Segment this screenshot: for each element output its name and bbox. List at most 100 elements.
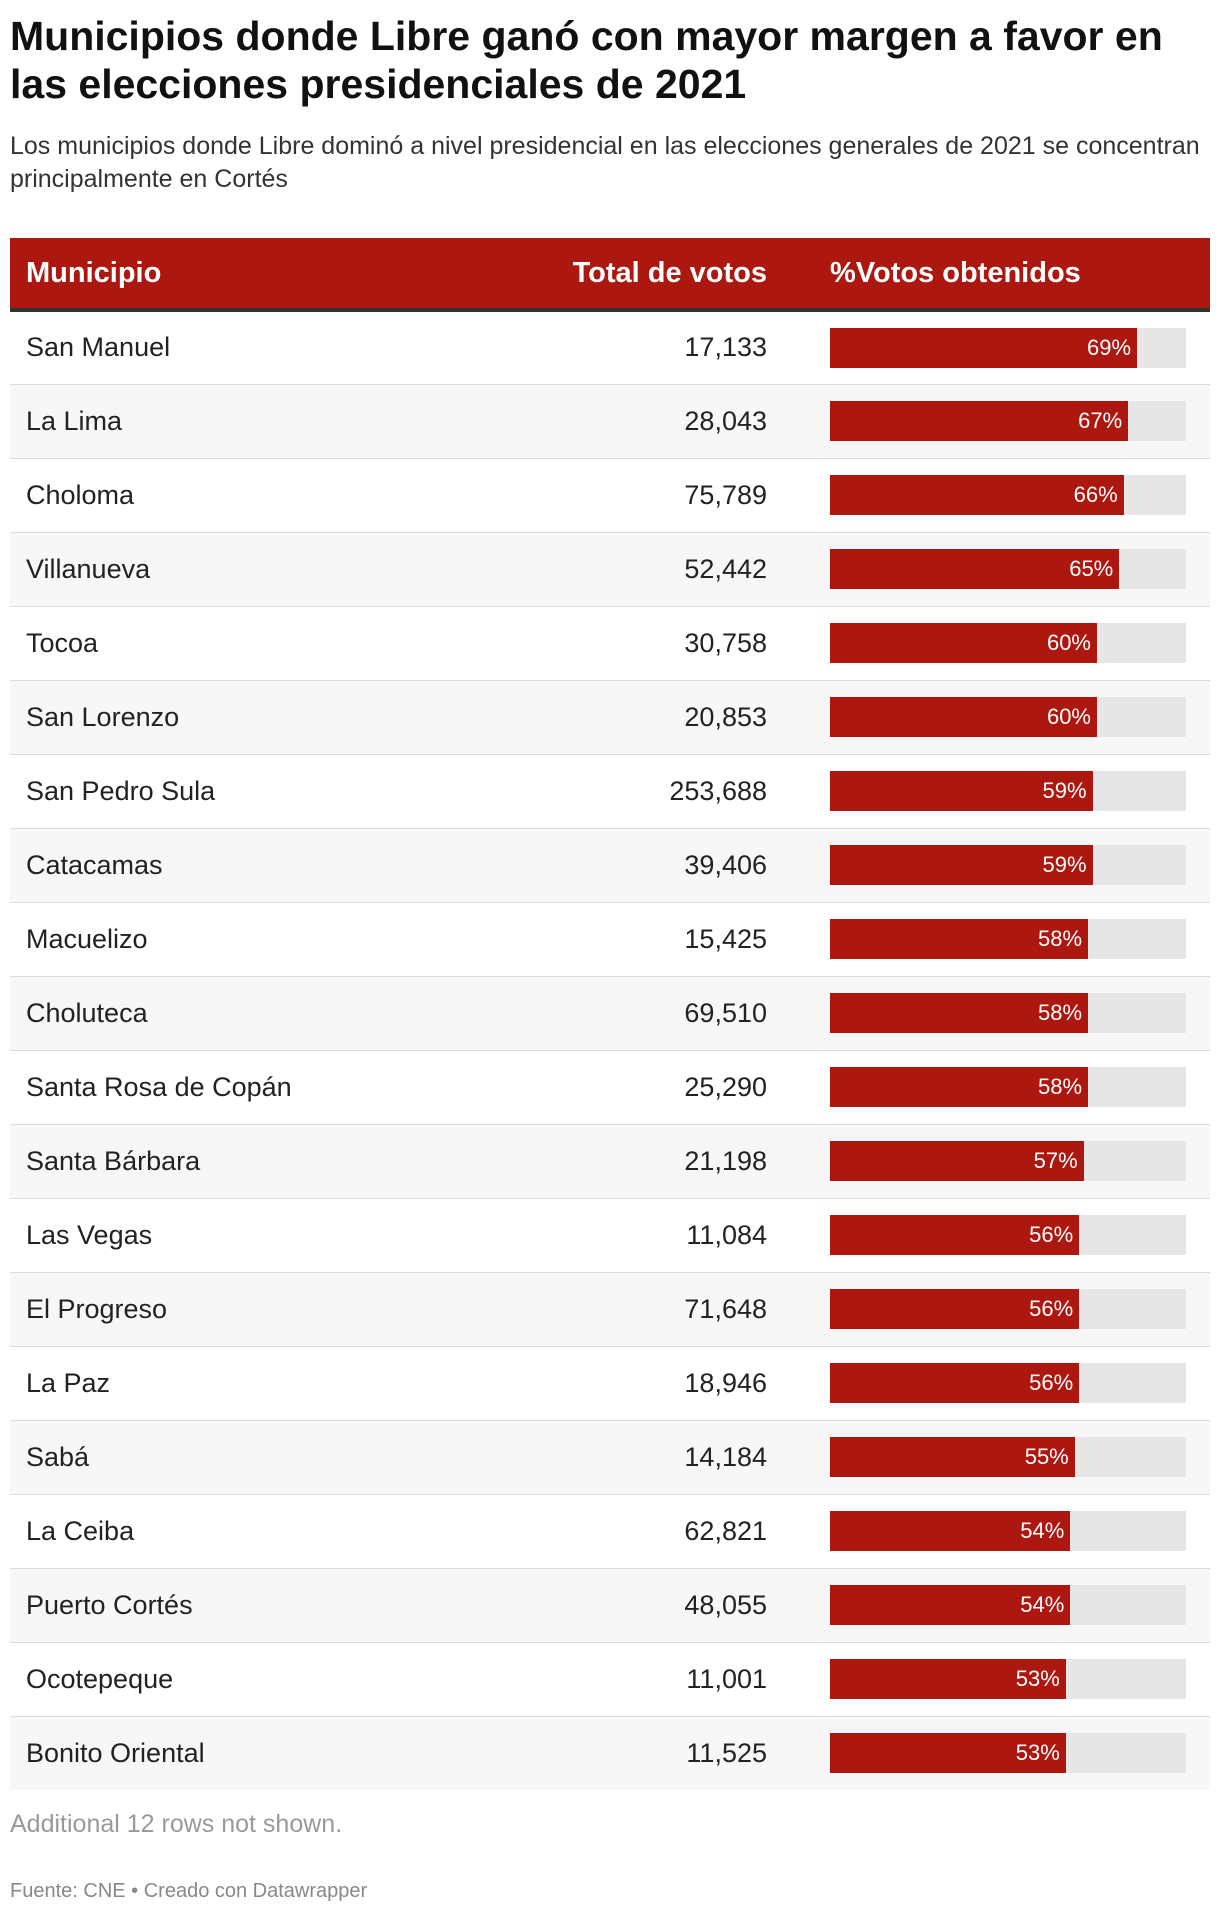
cell-total-votos: 20,853 xyxy=(684,701,767,732)
cell-pct-votos: 57% xyxy=(767,1124,1210,1198)
bar-value-label: 60% xyxy=(1046,630,1091,655)
bar-value-label: 56% xyxy=(1029,1370,1074,1395)
bar-value-label: 54% xyxy=(1020,1592,1065,1617)
bar-track: 53% xyxy=(830,1659,1186,1699)
bar-value-label: 69% xyxy=(1087,334,1132,360)
table-row: La Ceiba 62,821 54% xyxy=(10,1494,1210,1568)
cell-pct-votos: 69% xyxy=(767,310,1210,384)
table-row: San Lorenzo 20,853 60% xyxy=(10,680,1210,754)
bar-fill: 58% xyxy=(830,1067,1089,1107)
header-pct-votos[interactable]: %Votos obtenidos xyxy=(767,238,1210,312)
cell-municipio: Bonito Oriental xyxy=(26,1737,205,1768)
chart-subtitle: Los municipios donde Libre dominó a nive… xyxy=(10,132,1200,193)
cell-municipio: Choloma xyxy=(26,479,135,510)
cell-total-votos: 28,043 xyxy=(684,405,767,436)
chart-title: Municipios donde Libre ganó con mayor ma… xyxy=(10,13,1163,107)
source-footer: Fuente: CNE • Creado con Datawrapper xyxy=(10,1880,368,1902)
bar-track: 54% xyxy=(830,1585,1186,1625)
cell-total-votos: 11,525 xyxy=(686,1737,767,1768)
table-row: El Progreso 71,648 56% xyxy=(10,1272,1210,1346)
bar-value-label: 58% xyxy=(1038,1074,1083,1099)
bar-track: 59% xyxy=(830,771,1186,811)
cell-total-votos: 25,290 xyxy=(684,1071,767,1102)
cell-total-votos: 14,184 xyxy=(684,1441,767,1472)
bar-track: 67% xyxy=(830,401,1186,441)
cell-municipio: El Progreso xyxy=(26,1293,168,1324)
bar-value-label: 53% xyxy=(1015,1740,1060,1766)
table-row: La Paz 18,946 56% xyxy=(10,1346,1210,1420)
cell-pct-votos: 53% xyxy=(767,1642,1210,1716)
bar-fill: 57% xyxy=(830,1141,1084,1181)
bar-track: 66% xyxy=(830,475,1186,515)
bar-value-label: 58% xyxy=(1038,1000,1083,1025)
bar-value-label: 58% xyxy=(1038,926,1083,951)
bar-fill: 56% xyxy=(830,1289,1080,1329)
bar-value-label: 60% xyxy=(1046,704,1091,729)
cell-total-votos: 11,084 xyxy=(686,1219,767,1250)
header-total-votos[interactable]: Total de votos xyxy=(525,238,767,312)
table-row: Tocoa 30,758 60% xyxy=(10,606,1210,680)
table-row: Bonito Oriental 11,525 53% xyxy=(10,1716,1210,1790)
bar-fill: 66% xyxy=(830,475,1124,515)
table-row: Villanueva 52,442 65% xyxy=(10,532,1210,606)
cell-total-votos: 48,055 xyxy=(684,1589,767,1620)
table-row: San Manuel 17,133 69% xyxy=(10,310,1210,384)
bar-track: 69% xyxy=(830,327,1186,368)
cell-municipio: Choluteca xyxy=(26,997,148,1028)
bar-value-label: 65% xyxy=(1069,556,1114,581)
bar-fill: 53% xyxy=(830,1659,1066,1699)
bar-fill: 65% xyxy=(830,549,1120,589)
bar-fill: 53% xyxy=(830,1733,1066,1774)
bar-fill: 58% xyxy=(830,993,1089,1033)
bar-value-label: 66% xyxy=(1073,482,1118,507)
header-municipio[interactable]: Municipio xyxy=(10,238,525,312)
table-body: San Manuel 17,133 69% La Lima 28,043 67% Cholo… xyxy=(10,310,1210,1790)
cell-pct-votos: 56% xyxy=(767,1272,1210,1346)
cell-pct-votos: 54% xyxy=(767,1494,1210,1568)
bar-track: 55% xyxy=(830,1437,1186,1477)
cell-pct-votos: 60% xyxy=(767,606,1210,680)
cell-municipio: Catacamas xyxy=(26,849,163,880)
cell-pct-votos: 58% xyxy=(767,1050,1210,1124)
cell-municipio: Ocotepeque xyxy=(26,1663,174,1694)
cell-pct-votos: 60% xyxy=(767,680,1210,754)
table-header-row: Municipio Total de votos %Votos obtenido… xyxy=(10,238,1210,312)
cell-total-votos: 11,001 xyxy=(686,1663,767,1694)
cell-pct-votos: 55% xyxy=(767,1420,1210,1494)
cell-pct-votos: 59% xyxy=(767,754,1210,828)
bar-fill: 58% xyxy=(830,919,1089,959)
bar-value-label: 53% xyxy=(1015,1666,1060,1691)
bar-track: 58% xyxy=(830,919,1186,959)
table-row: Las Vegas 11,084 56% xyxy=(10,1198,1210,1272)
bar-fill: 59% xyxy=(830,845,1093,885)
cell-pct-votos: 56% xyxy=(767,1198,1210,1272)
cell-municipio: Tocoa xyxy=(26,627,99,658)
results-table: Municipio Total de votos %Votos obtenido… xyxy=(10,238,1210,1790)
bar-fill: 56% xyxy=(830,1215,1080,1255)
cell-total-votos: 69,510 xyxy=(684,997,767,1028)
cell-pct-votos: 59% xyxy=(767,828,1210,902)
table-row: Choluteca 69,510 58% xyxy=(10,976,1210,1050)
cell-municipio: San Pedro Sula xyxy=(26,775,216,806)
bar-fill: 55% xyxy=(830,1437,1075,1477)
bar-track: 57% xyxy=(830,1141,1186,1181)
rows-not-shown-note: Additional 12 rows not shown. xyxy=(10,1810,343,1838)
cell-total-votos: 253,688 xyxy=(669,775,767,806)
table-row: Puerto Cortés 48,055 54% xyxy=(10,1568,1210,1642)
bar-track: 56% xyxy=(830,1215,1186,1255)
table-row: Choloma 75,789 66% xyxy=(10,458,1210,532)
cell-total-votos: 39,406 xyxy=(684,849,767,880)
table-row: San Pedro Sula 253,688 59% xyxy=(10,754,1210,828)
cell-municipio: San Manuel xyxy=(26,332,171,363)
bar-track: 54% xyxy=(830,1511,1186,1551)
table-row: Santa Rosa de Copán 25,290 58% xyxy=(10,1050,1210,1124)
bar-value-label: 56% xyxy=(1029,1296,1074,1321)
cell-pct-votos: 58% xyxy=(767,976,1210,1050)
table-row: La Lima 28,043 67% xyxy=(10,384,1210,458)
bar-value-label: 56% xyxy=(1029,1222,1074,1247)
cell-total-votos: 71,648 xyxy=(684,1293,767,1324)
cell-pct-votos: 53% xyxy=(767,1716,1210,1790)
cell-total-votos: 21,198 xyxy=(684,1145,767,1176)
table-row: Sabá 14,184 55% xyxy=(10,1420,1210,1494)
bar-fill: 60% xyxy=(830,697,1097,737)
